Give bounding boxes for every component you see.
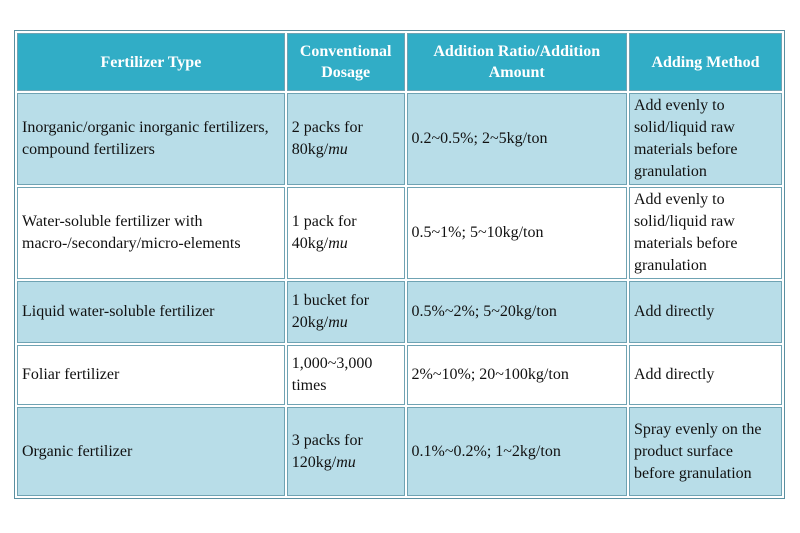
header-cell: Adding Method bbox=[628, 33, 782, 91]
table-cell: 0.2~0.5%; 2~5kg/ton bbox=[406, 93, 627, 185]
table-cell: 0.5~1%; 5~10kg/ton bbox=[406, 187, 627, 279]
cell-text: 0.1%~0.2%; 1~2kg/ton bbox=[411, 442, 561, 460]
table-body: Inorganic/organic inorganic fertilizers,… bbox=[17, 93, 782, 496]
table-cell: 2 packs for 80kg/mu bbox=[286, 93, 405, 185]
table-cell: Add directly bbox=[628, 281, 782, 343]
table-cell: 0.5%~2%; 5~20kg/ton bbox=[406, 281, 627, 343]
cell-text: Spray evenly on the product surface befo… bbox=[633, 420, 762, 482]
table-cell: 1,000~3,000 times bbox=[286, 345, 405, 405]
cell-text: Foliar fertilizer bbox=[22, 366, 120, 383]
cell-text: Inorganic/organic inorganic fertilizers,… bbox=[22, 119, 269, 158]
cell-unit: mu bbox=[328, 141, 348, 158]
cell-text: Organic fertilizer bbox=[22, 442, 133, 460]
table-cell: Foliar fertilizer bbox=[17, 345, 285, 405]
cell-text: 0.5%~2%; 5~20kg/ton bbox=[411, 303, 557, 320]
table-cell: Liquid water-soluble fertilizer bbox=[17, 281, 285, 343]
table-row: Inorganic/organic inorganic fertilizers,… bbox=[17, 93, 782, 185]
header-cell: Addition Ratio/Addition Amount bbox=[406, 33, 627, 91]
table-row: Organic fertilizer 3 packs for 120kg/mu 0.… bbox=[17, 407, 782, 496]
table-cell: Spray evenly on the product surface befo… bbox=[628, 407, 782, 496]
table-cell: Inorganic/organic inorganic fertilizers,… bbox=[17, 93, 285, 185]
cell-text: 3 packs for 120kg/ bbox=[291, 431, 363, 471]
cell-text: 0.5~1%; 5~10kg/ton bbox=[411, 224, 544, 241]
cell-text: Liquid water-soluble fertilizer bbox=[22, 303, 215, 320]
cell-text: 2 packs for 80kg/ bbox=[291, 119, 363, 158]
cell-text: Add evenly to solid/liquid raw materials… bbox=[633, 97, 738, 180]
cell-text: Add evenly to solid/liquid raw materials… bbox=[633, 191, 738, 274]
table-row: Water-soluble fertilizer with macro-/sec… bbox=[17, 187, 782, 279]
cell-text: Water-soluble fertilizer with macro-/sec… bbox=[22, 213, 241, 252]
header-cell: Fertilizer Type bbox=[17, 33, 285, 91]
table-cell: 1 bucket for 20kg/mu bbox=[286, 281, 405, 343]
table-cell: Add evenly to solid/liquid raw materials… bbox=[628, 93, 782, 185]
table-cell: Add directly bbox=[628, 345, 782, 405]
table-cell: 3 packs for 120kg/mu bbox=[286, 407, 405, 496]
fertilizer-table: Fertilizer Type Conventional Dosage Additi… bbox=[14, 30, 785, 499]
table-cell: Organic fertilizer bbox=[17, 407, 285, 496]
table-row: Liquid water-soluble fertilizer 1 bucket … bbox=[17, 281, 782, 343]
cell-text: 1,000~3,000 times bbox=[291, 355, 373, 394]
table-cell: 2%~10%; 20~100kg/ton bbox=[406, 345, 627, 405]
cell-text: 1 bucket for 20kg/ bbox=[291, 292, 370, 331]
header-row: Fertilizer Type Conventional Dosage Additi… bbox=[17, 33, 782, 91]
table-cell: Add evenly to solid/liquid raw materials… bbox=[628, 187, 782, 279]
cell-unit: mu bbox=[328, 235, 348, 252]
cell-unit: mu bbox=[328, 314, 348, 331]
cell-text: 0.2~0.5%; 2~5kg/ton bbox=[411, 130, 548, 147]
table-cell: Water-soluble fertilizer with macro-/sec… bbox=[17, 187, 285, 279]
table-cell: 1 pack for 40kg/mu bbox=[286, 187, 405, 279]
cell-text: 2%~10%; 20~100kg/ton bbox=[411, 366, 569, 383]
header-cell: Conventional Dosage bbox=[286, 33, 405, 91]
table-row: Foliar fertilizer 1,000~3,000 times 2%~10%… bbox=[17, 345, 782, 405]
cell-unit: mu bbox=[336, 453, 356, 471]
cell-text: 1 pack for 40kg/ bbox=[291, 213, 357, 252]
cell-text: Add directly bbox=[633, 303, 715, 320]
cell-text: Add directly bbox=[633, 366, 715, 383]
table-cell: 0.1%~0.2%; 1~2kg/ton bbox=[406, 407, 627, 496]
